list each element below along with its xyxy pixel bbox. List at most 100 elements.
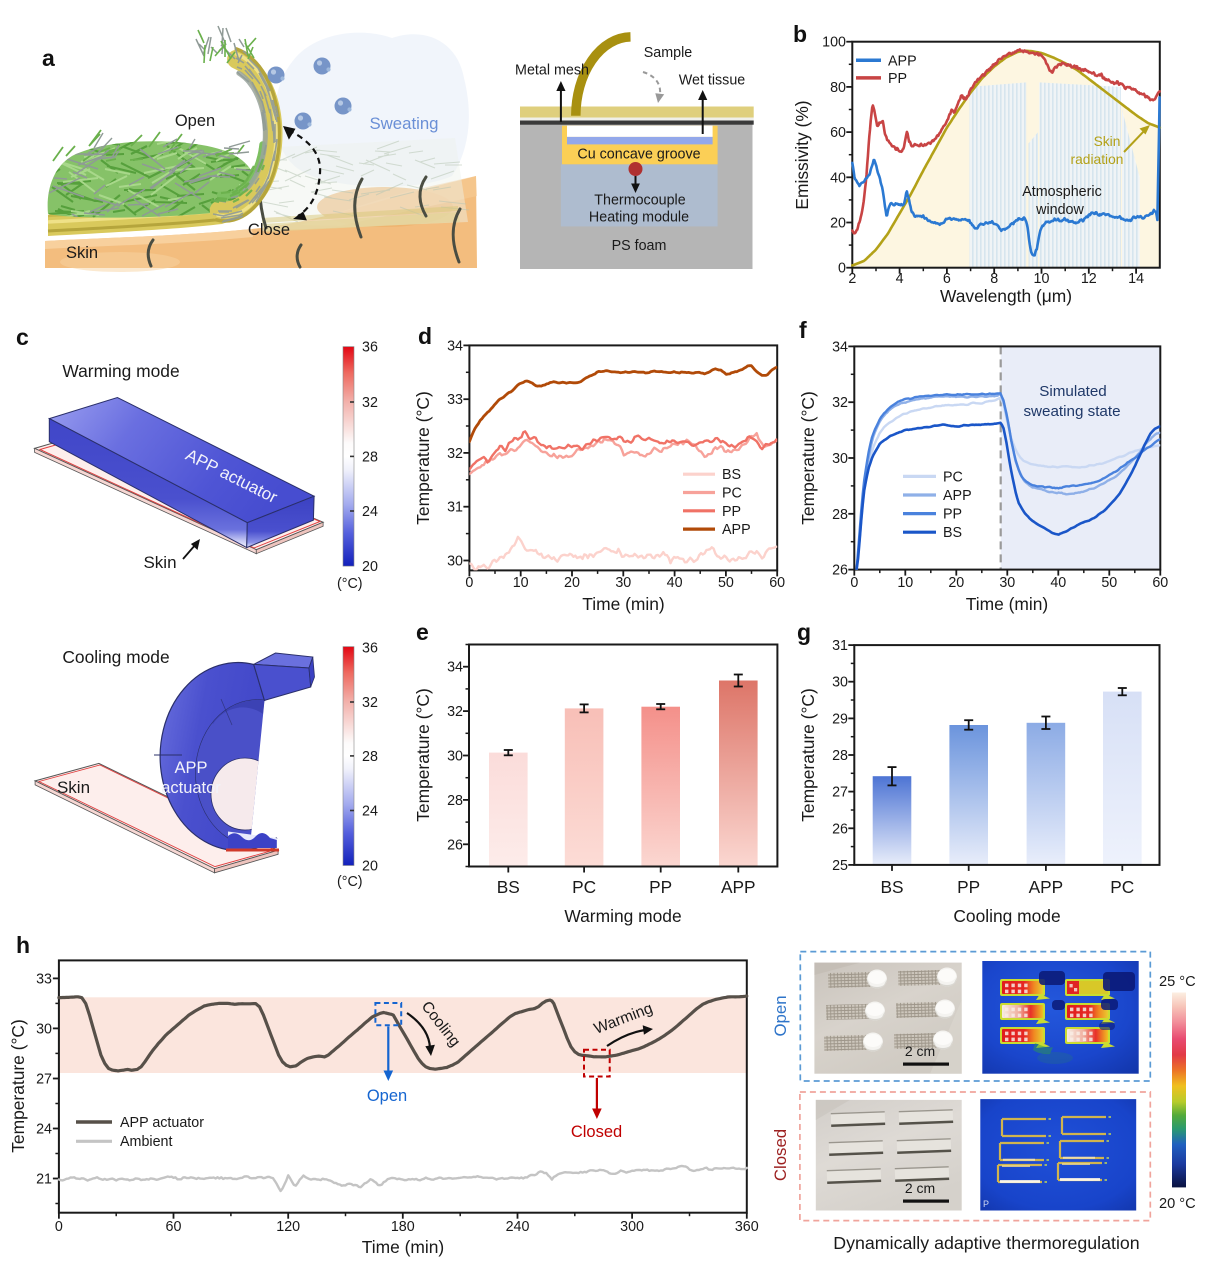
svg-text:240: 240 xyxy=(506,1219,530,1235)
svg-text:28: 28 xyxy=(447,793,463,809)
svg-text:34: 34 xyxy=(832,339,848,355)
svg-text:0: 0 xyxy=(55,1219,63,1235)
svg-text:Time (min): Time (min) xyxy=(966,594,1048,614)
svg-text:20: 20 xyxy=(362,859,378,875)
svg-text:c: c xyxy=(16,324,29,350)
svg-text:PP: PP xyxy=(888,71,907,87)
svg-text:actuator: actuator xyxy=(161,779,221,797)
svg-text:27: 27 xyxy=(832,785,848,801)
svg-text:30: 30 xyxy=(832,675,848,691)
svg-text:f: f xyxy=(799,317,807,343)
svg-text:0: 0 xyxy=(850,575,858,591)
svg-text:34: 34 xyxy=(447,338,463,354)
svg-text:Time (min): Time (min) xyxy=(582,594,664,614)
svg-text:Temperature (°C): Temperature (°C) xyxy=(798,391,818,525)
svg-text:Skin: Skin xyxy=(57,778,90,797)
svg-text:Open: Open xyxy=(175,112,215,130)
svg-text:80: 80 xyxy=(830,80,846,96)
svg-text:APP: APP xyxy=(174,759,207,777)
svg-text:APP actuator: APP actuator xyxy=(120,1115,204,1131)
svg-text:36: 36 xyxy=(362,641,378,657)
svg-text:APP: APP xyxy=(722,522,751,538)
svg-text:40: 40 xyxy=(667,575,683,591)
svg-text:60: 60 xyxy=(166,1219,182,1235)
svg-text:BS: BS xyxy=(497,877,520,897)
svg-text:30: 30 xyxy=(832,451,848,467)
svg-text:PC: PC xyxy=(1110,877,1134,897)
svg-text:4: 4 xyxy=(896,271,904,287)
svg-text:Skin: Skin xyxy=(66,244,98,262)
svg-text:20 °C: 20 °C xyxy=(1159,1196,1196,1212)
svg-text:24: 24 xyxy=(362,804,378,820)
svg-text:(°C): (°C) xyxy=(337,576,363,592)
svg-text:BS: BS xyxy=(880,877,903,897)
svg-text:32: 32 xyxy=(832,395,848,411)
svg-text:Metal mesh: Metal mesh xyxy=(515,63,589,79)
svg-text:e: e xyxy=(416,619,429,645)
svg-text:24: 24 xyxy=(362,504,378,520)
svg-text:Skin: Skin xyxy=(143,553,176,572)
svg-text:300: 300 xyxy=(620,1219,644,1235)
svg-text:Close: Close xyxy=(248,221,290,239)
svg-text:10: 10 xyxy=(897,575,913,591)
svg-text:360: 360 xyxy=(735,1219,759,1235)
svg-text:30: 30 xyxy=(36,1021,52,1037)
svg-text:10: 10 xyxy=(513,575,529,591)
svg-text:g: g xyxy=(797,619,811,645)
svg-text:b: b xyxy=(793,21,807,47)
svg-text:Warming mode: Warming mode xyxy=(62,361,179,381)
svg-text:26: 26 xyxy=(832,563,848,579)
svg-text:21: 21 xyxy=(36,1172,52,1188)
svg-text:APP: APP xyxy=(888,53,917,69)
svg-text:2 cm: 2 cm xyxy=(905,1180,935,1196)
svg-text:25: 25 xyxy=(832,858,848,874)
svg-text:60: 60 xyxy=(1152,575,1168,591)
svg-text:Temperature (°C): Temperature (°C) xyxy=(413,688,433,822)
svg-text:20: 20 xyxy=(948,575,964,591)
svg-text:PP: PP xyxy=(957,877,980,897)
svg-text:Cooling mode: Cooling mode xyxy=(62,647,169,667)
svg-text:window: window xyxy=(1035,202,1084,218)
svg-text:PP: PP xyxy=(649,877,672,897)
svg-text:29: 29 xyxy=(832,711,848,727)
svg-text:60: 60 xyxy=(769,575,785,591)
svg-text:27: 27 xyxy=(36,1072,52,1088)
svg-text:30: 30 xyxy=(615,575,631,591)
svg-text:Temperature (°C): Temperature (°C) xyxy=(8,1019,28,1153)
svg-text:10: 10 xyxy=(1034,271,1050,287)
svg-text:24: 24 xyxy=(36,1122,52,1138)
svg-text:25 °C: 25 °C xyxy=(1159,974,1196,990)
svg-text:0: 0 xyxy=(838,261,846,277)
svg-text:32: 32 xyxy=(447,446,463,462)
svg-text:PC: PC xyxy=(572,877,596,897)
svg-text:30: 30 xyxy=(999,575,1015,591)
svg-text:Open: Open xyxy=(771,995,790,1036)
svg-text:h: h xyxy=(16,932,30,958)
svg-text:Wet tissue: Wet tissue xyxy=(679,73,746,89)
svg-text:Dynamically adaptive thermoreg: Dynamically adaptive thermoregulation xyxy=(833,1233,1139,1253)
svg-text:20: 20 xyxy=(362,559,378,575)
svg-text:28: 28 xyxy=(832,507,848,523)
svg-text:33: 33 xyxy=(447,392,463,408)
svg-text:BS: BS xyxy=(722,467,741,483)
svg-text:40: 40 xyxy=(1050,575,1066,591)
svg-text:14: 14 xyxy=(1128,271,1144,287)
svg-text:6: 6 xyxy=(943,271,951,287)
svg-text:d: d xyxy=(418,323,432,349)
svg-text:50: 50 xyxy=(1101,575,1117,591)
svg-text:PS foam: PS foam xyxy=(612,238,667,254)
svg-text:APP: APP xyxy=(943,488,972,504)
svg-text:100: 100 xyxy=(822,35,846,51)
svg-text:Closed: Closed xyxy=(771,1129,790,1181)
svg-text:P: P xyxy=(983,1199,989,1209)
svg-text:60: 60 xyxy=(830,125,846,141)
svg-text:Temperature (°C): Temperature (°C) xyxy=(798,688,818,822)
svg-text:Emissivity (%): Emissivity (%) xyxy=(792,100,812,209)
svg-text:0: 0 xyxy=(465,575,473,591)
svg-text:120: 120 xyxy=(276,1219,300,1235)
svg-text:Cooling mode: Cooling mode xyxy=(953,906,1060,926)
svg-text:Atmospheric: Atmospheric xyxy=(1022,184,1101,200)
svg-text:Sweating: Sweating xyxy=(369,114,438,133)
svg-text:Temperature (°C): Temperature (°C) xyxy=(413,391,433,525)
svg-text:31: 31 xyxy=(447,500,463,516)
